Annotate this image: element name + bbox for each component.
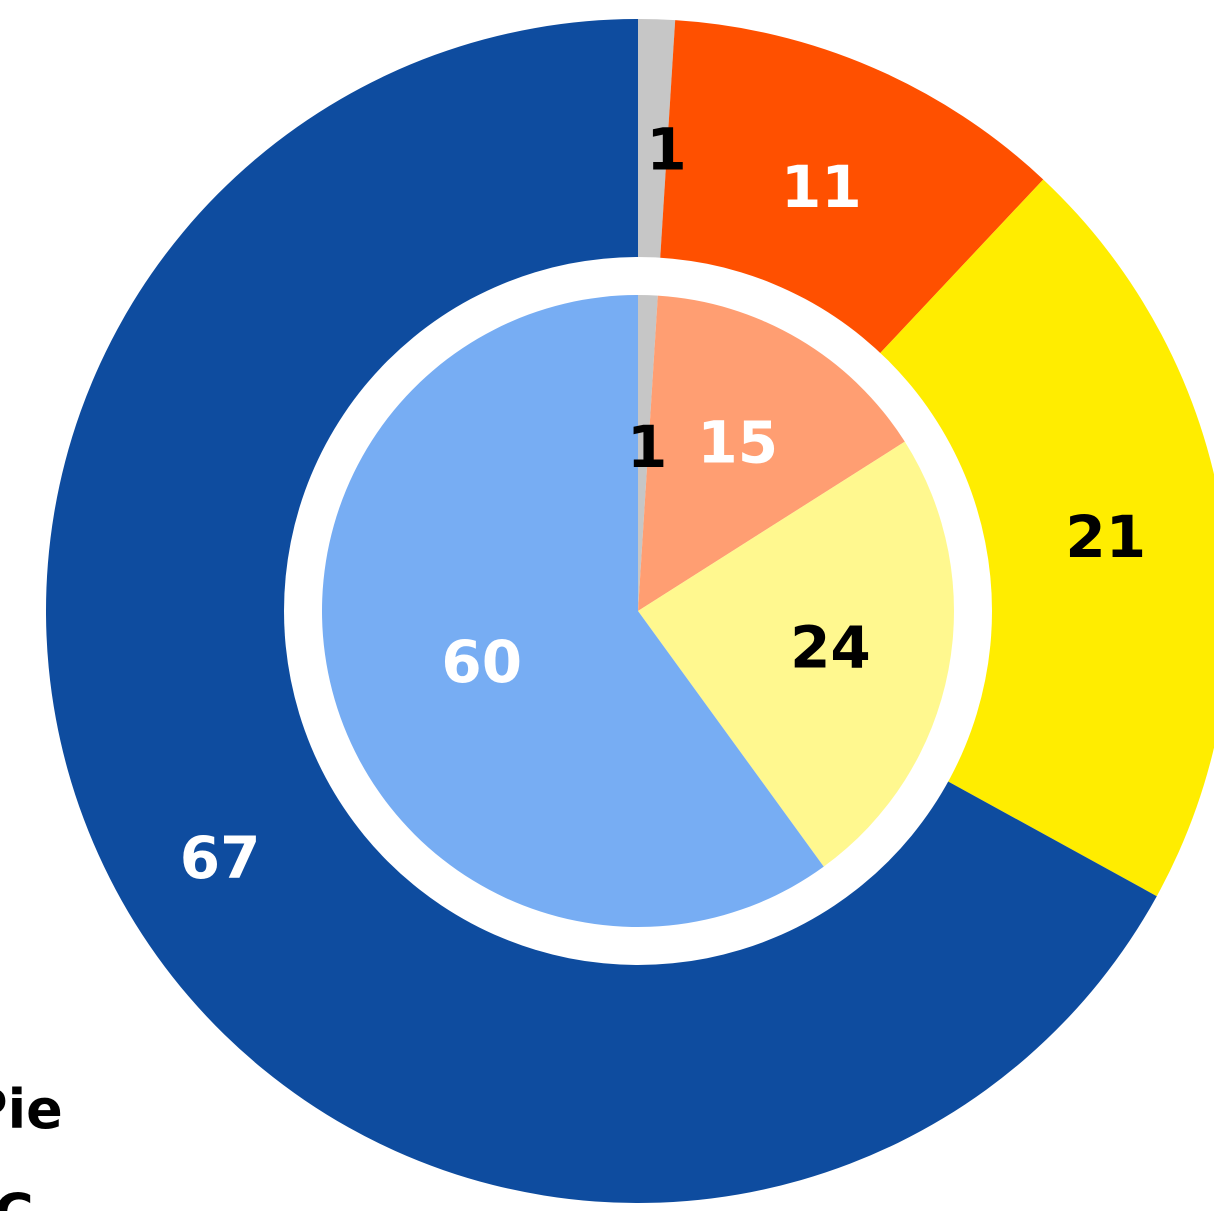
outer-slice-label-2: 21 xyxy=(1065,503,1146,571)
inner-slice-2 xyxy=(638,441,955,867)
inner-slice-1 xyxy=(638,295,905,611)
cutoff-legend-text-2: C xyxy=(0,1182,34,1211)
inner-ring xyxy=(321,295,955,928)
inner-slice-label-2: 24 xyxy=(790,614,871,682)
inner-slice-label-3: 60 xyxy=(441,628,522,696)
inner-slice-label-1: 15 xyxy=(697,408,778,476)
inner-slice-3 xyxy=(321,295,824,928)
outer-slice-label-1: 11 xyxy=(781,153,862,221)
inner-slice-0 xyxy=(638,295,658,611)
outer-slice-label-3: 67 xyxy=(180,824,261,892)
outer-slice-label-0: 1 xyxy=(646,115,686,183)
inner-slice-label-0: 1 xyxy=(627,413,667,481)
cutoff-legend-text-1: Pie xyxy=(0,1078,63,1141)
